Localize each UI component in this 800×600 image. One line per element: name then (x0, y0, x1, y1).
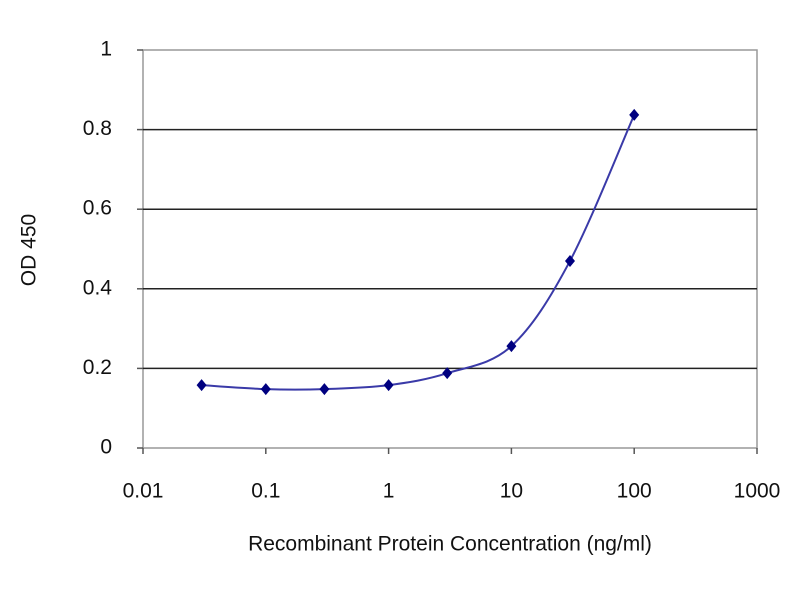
y-tick-label: 0 (100, 436, 112, 459)
marker (442, 367, 453, 380)
y-tick-label: 0.2 (83, 356, 112, 379)
y-tick-label: 1 (100, 38, 112, 61)
marker (564, 254, 575, 267)
marker (260, 383, 271, 396)
marker (196, 379, 207, 392)
marker (629, 108, 640, 121)
marker (383, 379, 394, 392)
y-tick-label: 0.8 (83, 117, 112, 140)
x-tick-label: 10 (500, 480, 523, 503)
marker (319, 383, 330, 396)
plot-area (142, 49, 758, 449)
x-axis-label: Recombinant Protein Concentration (ng/ml… (248, 533, 652, 556)
y-tick-label: 0.4 (83, 276, 113, 299)
y-axis-label: OD 450 (18, 214, 41, 286)
x-tick-label: 1 (383, 480, 395, 503)
y-tick-label: 0.6 (83, 197, 112, 220)
x-tick-label: 1000 (734, 480, 781, 503)
x-tick-label: 0.1 (251, 480, 280, 503)
x-tick-label: 100 (617, 480, 652, 503)
x-tick-label: 0.01 (123, 480, 164, 503)
marker (506, 340, 517, 353)
